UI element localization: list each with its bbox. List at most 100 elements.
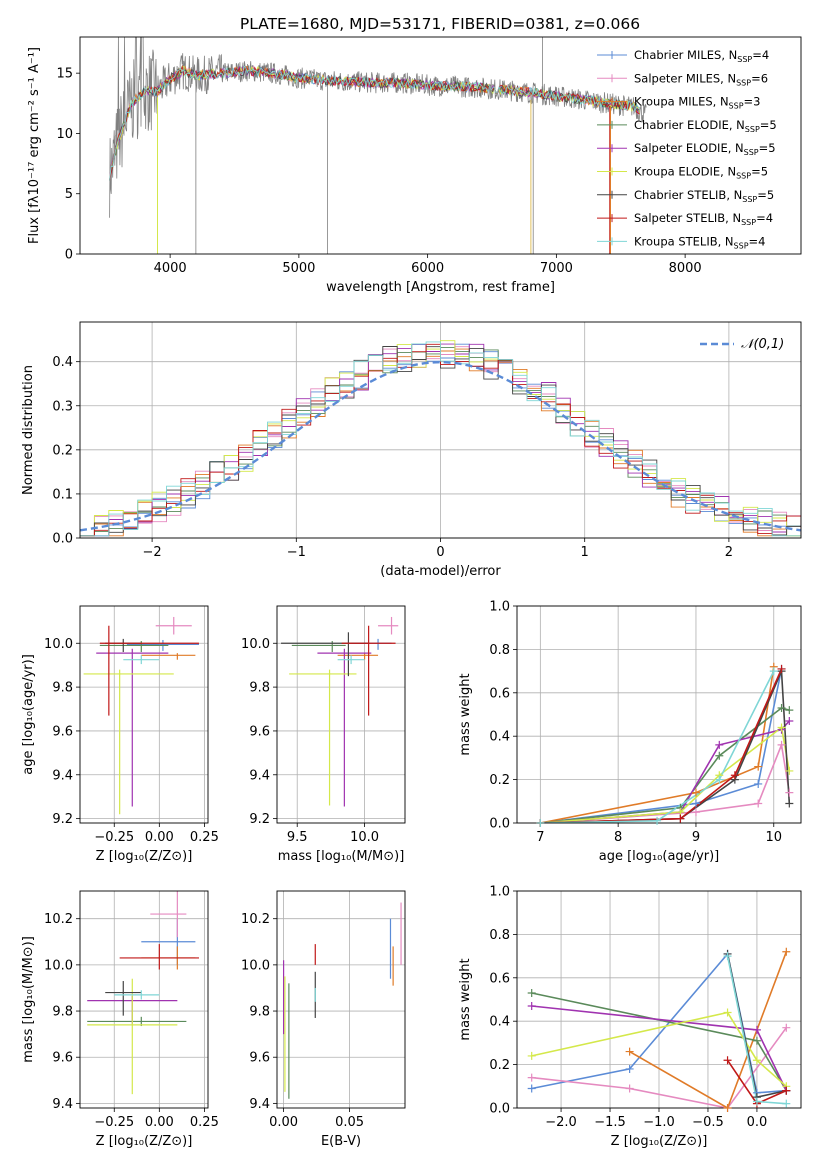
panel-mass-weight-vs-age: 7 8 9 10 0.0 0.2 0.4 0.6 0.8 1.0 age [log₁₀(age/yr… [458,600,802,864]
y-tick-label: 0.8 [489,928,510,943]
weight-marker [752,1036,761,1045]
weight-marker [527,1002,536,1011]
y-tick-label: 9.4 [249,1097,270,1112]
x-tick-label: 0.00 [269,1115,298,1130]
legend-subscript: SSP [736,172,751,181]
model-fit-8 [109,65,640,181]
legend-subscript: SSP [729,102,744,111]
weight-marker [754,779,763,788]
panel-spectrum: 4000 5000 6000 7000 8000 0 5 10 15 wavelength [An… [27,36,802,295]
panel-residuals: −2 −1 0 1 2 0.0 0.1 0.2 0.3 0.4 (data-model)/error… [21,321,802,579]
legend-subscript: SSP [745,125,760,134]
legend-subscript: SSP [744,148,759,157]
weight-marker [785,788,794,797]
y-tick-label: 9.2 [249,812,270,827]
legend-entry: Chabrier ELODIE, NSSP=5 [634,118,777,134]
weight-marker [527,988,536,997]
weight-marker [625,1047,634,1056]
legend-value: =5 [757,188,774,202]
weight-marker [715,740,724,749]
axes-frame [79,605,209,824]
x-tick-label: 5000 [282,261,315,276]
legend-text: Chabrier ELODIE, N [634,118,745,132]
weight-line-1 [540,741,791,823]
x-tick-label: −2 [143,545,162,560]
weight-marker [730,771,739,780]
legend-entry: Chabrier MILES, NSSP=4 [634,48,769,64]
x-tick-label: 9.5 [287,830,308,845]
weight-marker [752,1097,761,1106]
y-tick-label: 0.0 [52,532,73,547]
x-axis-label: (data-model)/error [380,564,501,579]
y-tick-label: 10.2 [241,912,270,927]
model-fit-6 [109,66,640,181]
y-tick-label: 0.2 [52,443,73,458]
y-tick-label: 15 [56,67,73,82]
y-tick-label: 0.3 [52,399,73,414]
legend-value: =4 [749,234,766,248]
weight-line-2 [629,951,788,1108]
y-tick-label: 10 [56,127,73,142]
y-tick-label: 9.4 [249,768,270,783]
x-axis-label: Z [log₁₀(Z/Z⊙)] [96,849,193,864]
plot-area [540,666,791,823]
legend-value: =5 [751,165,768,179]
y-tick-label: 5 [65,187,73,202]
y-tick-label: 0.6 [489,971,510,986]
y-tick-label: 9.2 [52,812,73,827]
weight-marker [715,775,724,784]
plot-area [87,891,199,1095]
x-tick-label: −0.5 [692,1115,724,1130]
weight-marker [691,808,700,817]
weight-marker [752,1025,761,1034]
y-tick-label: 0 [65,248,73,263]
plot-area [281,616,399,807]
y-tick-label: 9.8 [249,1005,270,1020]
x-tick-label: 9 [692,830,700,845]
legend-subscript: SSP [741,218,756,227]
panel-mass-weight-vs-Z: −2.0 −1.5 −1.0 −0.5 0.0 0.0 0.2 0.4 0.6 0.8 1.0 Z [… [458,885,802,1149]
weight-marker [777,703,786,712]
legend-entry: Chabrier STELIB, NSSP=5 [634,188,774,204]
x-tick-label: 10 [765,830,782,845]
weight-marker [785,706,794,715]
y-tick-label: 0.4 [489,730,510,745]
x-tick-label: −1 [287,545,306,560]
weight-marker [785,717,794,726]
y-tick-label: 9.4 [52,768,73,783]
x-tick-label: 7000 [540,261,573,276]
x-tick-label: 7 [536,830,544,845]
legend-text: Chabrier MILES, N [634,48,737,62]
y-tick-label: 1.0 [489,600,510,615]
x-tick-label: 8 [614,830,622,845]
legend-text: Kroupa STELIB, N [634,234,734,248]
y-tick-label: 0.1 [52,487,73,502]
y-tick-label: 0.6 [489,686,510,701]
axes-frame [79,36,802,255]
y-tick-label: 9.4 [52,1097,73,1112]
plot-area [83,616,199,815]
gaussian-curve [80,360,801,532]
legend-entry: Salpeter MILES, NSSP=6 [634,71,768,87]
x-axis-label: mass [log₁₀(M/M⊙)] [278,849,405,864]
gaussian-legend-label: 𝒩(0,1) [741,337,784,352]
x-tick-label: −1.5 [594,1115,626,1130]
weight-marker [625,1084,634,1093]
weight-line-0 [540,668,783,823]
legend-entry: Kroupa MILES, NSSP=3 [634,95,760,111]
panel-age-vs-mass: 9.5 10.0 9.2 9.4 9.6 9.8 10.0 mass [log₁₀(M/M⊙)… [241,605,406,864]
x-tick-label: 0.0 [747,1115,768,1130]
y-tick-label: 10.2 [44,912,73,927]
y-tick-label: 10.0 [241,637,270,652]
weight-marker [527,1073,536,1082]
weight-marker [691,788,700,797]
y-tick-label: 9.6 [249,724,270,739]
y-tick-label: 9.8 [52,1005,73,1020]
x-axis-label: Z [log₁₀(Z/Z⊙)] [96,1134,193,1149]
weight-marker [527,1051,536,1060]
axes-frame [516,605,802,824]
axes-frame [276,605,406,824]
weight-marker [754,799,763,808]
legend-entry: Salpeter ELODIE, NSSP=5 [634,141,776,157]
